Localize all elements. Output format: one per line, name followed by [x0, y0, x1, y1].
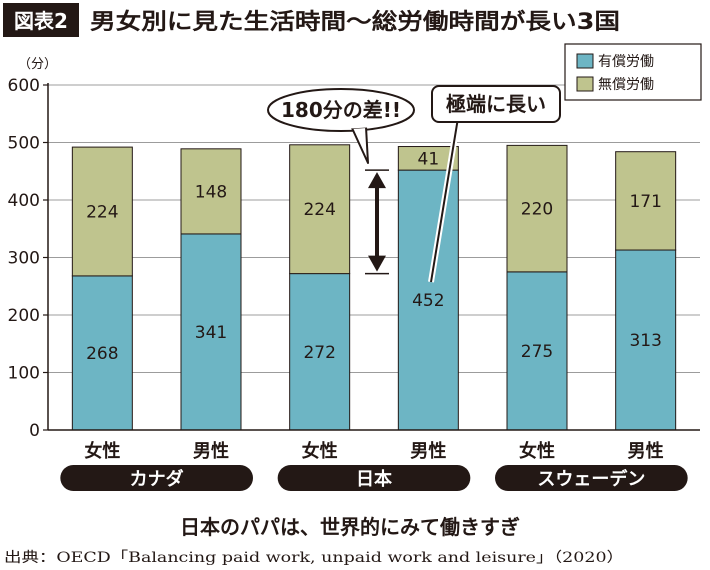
- value-label-unpaid-2: 224: [303, 200, 335, 220]
- bar-paid-4: [506, 271, 568, 431]
- legend-label-paid: 有償労働: [598, 54, 654, 70]
- value-label-paid-0: 268: [86, 344, 118, 364]
- legend-swatch-unpaid: [576, 76, 594, 92]
- pointer-callout-line: [430, 117, 459, 283]
- value-labels: 268 224 341 148 272 224 452 41 275 220 313 171: [86, 149, 662, 364]
- y-tick-label: 100: [8, 364, 40, 384]
- source-note: 出典：OECD「Balancing paid work, unpaid work…: [4, 550, 624, 566]
- value-label-unpaid-0: 224: [86, 203, 118, 223]
- group-label-0: カナダ: [130, 468, 184, 490]
- pointer-callout-text: 極端に長い: [445, 92, 546, 116]
- bar-paid-3: [397, 169, 459, 431]
- y-tick-label: 600: [8, 76, 40, 96]
- difference-callout-bubble: [267, 88, 415, 132]
- x-axis-categories: 女性 男性 女性 男性 女性 男性: [84, 440, 663, 462]
- bar-unpaid-2: [289, 144, 351, 275]
- bar-unpaid-0: [71, 146, 133, 277]
- value-label-paid-3: 452: [412, 291, 444, 311]
- difference-callout-text: 180分の差!!: [281, 98, 401, 122]
- x-category-label: 男性: [628, 440, 664, 462]
- group-label-2: スウェーデン: [537, 468, 645, 490]
- y-tick-label: 0: [29, 421, 40, 441]
- x-axis-groups: カナダ 日本 スウェーデン: [60, 465, 688, 491]
- x-category-label: 女性: [84, 440, 120, 462]
- bar-unpaid-5: [615, 151, 677, 251]
- value-label-paid-1: 341: [195, 323, 227, 343]
- legend-label-unpaid: 無償労働: [598, 77, 654, 93]
- x-category-label: 男性: [193, 440, 229, 462]
- value-label-paid-4: 275: [521, 342, 553, 362]
- y-tick-label: 200: [8, 306, 40, 326]
- legend: 有償労働 無償労働: [564, 43, 702, 101]
- difference-arrow-head-down: [368, 255, 386, 272]
- difference-arrow-head-up: [368, 172, 386, 189]
- difference-callout-tail-join: [349, 124, 368, 129]
- group-pill-1: [277, 465, 471, 491]
- y-axis-unit: （分）: [18, 57, 57, 72]
- bars: [71, 144, 677, 431]
- group-pill-2: [495, 465, 688, 491]
- value-label-paid-2: 272: [303, 343, 335, 363]
- value-label-unpaid-5: 171: [629, 192, 661, 212]
- value-label-unpaid-4: 220: [521, 200, 553, 220]
- y-tick-label: 300: [8, 249, 40, 269]
- group-label-1: 日本: [356, 468, 392, 490]
- group-pill-0: [60, 465, 254, 491]
- x-category-label: 男性: [410, 440, 446, 462]
- bar-unpaid-1: [180, 148, 242, 235]
- difference-arrow: [365, 169, 389, 275]
- y-tick-label: 500: [8, 134, 40, 154]
- value-label-paid-5: 313: [629, 331, 661, 351]
- chart-title: 男女別に見た生活時間〜総労働時間が長い3国: [90, 9, 620, 35]
- bar-paid-2: [289, 273, 351, 431]
- legend-swatch-paid: [576, 53, 594, 69]
- bar-unpaid-3: [397, 146, 459, 171]
- value-label-unpaid-3: 41: [418, 149, 440, 169]
- header-badge-text: 図表2: [14, 9, 68, 33]
- bar-paid-0: [71, 275, 133, 431]
- x-category-label: 女性: [302, 440, 338, 462]
- chart-caption: 日本のパパは、世界的にみて働きすぎ: [180, 515, 520, 539]
- x-category-label: 女性: [519, 440, 555, 462]
- difference-callout-tail: [351, 126, 369, 164]
- bar-paid-5: [615, 249, 677, 431]
- value-label-unpaid-1: 148: [195, 182, 227, 202]
- header-badge: [3, 3, 79, 37]
- pointer-callout-box: [431, 85, 561, 123]
- y-tick-label: 400: [8, 191, 40, 211]
- bar-unpaid-4: [506, 144, 568, 273]
- y-axis-ticks: 0 100 200 300 400 500 600: [8, 76, 48, 441]
